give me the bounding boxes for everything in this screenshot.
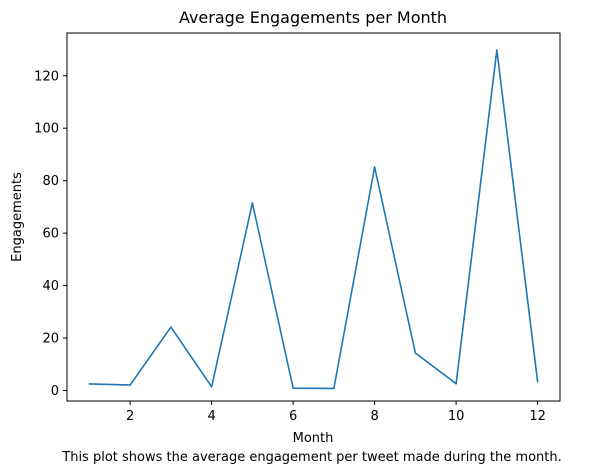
x-axis: 2 4 6 8 10 12 (126, 401, 546, 424)
y-axis: 0 20 40 60 80 100 120 (34, 69, 67, 399)
data-point (496, 49, 498, 51)
data-point (373, 166, 376, 168)
x-tick-label: 4 (207, 409, 215, 424)
data-point (129, 384, 131, 386)
plot-area: 2 4 6 8 10 12 0 20 40 60 80 100 120 (34, 32, 561, 424)
x-tick-label: 12 (529, 409, 546, 424)
plot-frame (66, 32, 561, 402)
series-layer (88, 49, 539, 390)
series-line (89, 49, 539, 390)
y-tick-label: 60 (42, 227, 59, 242)
x-tick-label: 8 (370, 409, 378, 424)
data-point (292, 387, 294, 389)
data-point (251, 202, 254, 204)
data-point (455, 382, 457, 385)
x-tick-label: 10 (448, 409, 465, 424)
x-tick-label: 2 (126, 409, 134, 424)
data-point (414, 352, 417, 354)
y-tick-label: 0 (51, 384, 59, 399)
x-axis-title: Month (293, 431, 334, 446)
data-point (210, 386, 213, 388)
y-tick-label: 120 (34, 69, 59, 84)
data-point (333, 387, 335, 390)
y-tick-label: 100 (34, 122, 59, 137)
y-tick-label: 20 (42, 332, 59, 347)
chart-caption: This plot shows the average engagement p… (61, 450, 561, 465)
chart-title: Average Engagements per Month (179, 8, 447, 27)
x-tick-label: 6 (289, 409, 297, 424)
y-tick-label: 40 (42, 279, 59, 294)
y-axis-title: Engagements (10, 172, 25, 262)
data-point (536, 380, 539, 383)
data-point (170, 326, 172, 328)
data-point (88, 383, 91, 385)
y-tick-label: 80 (42, 174, 59, 189)
